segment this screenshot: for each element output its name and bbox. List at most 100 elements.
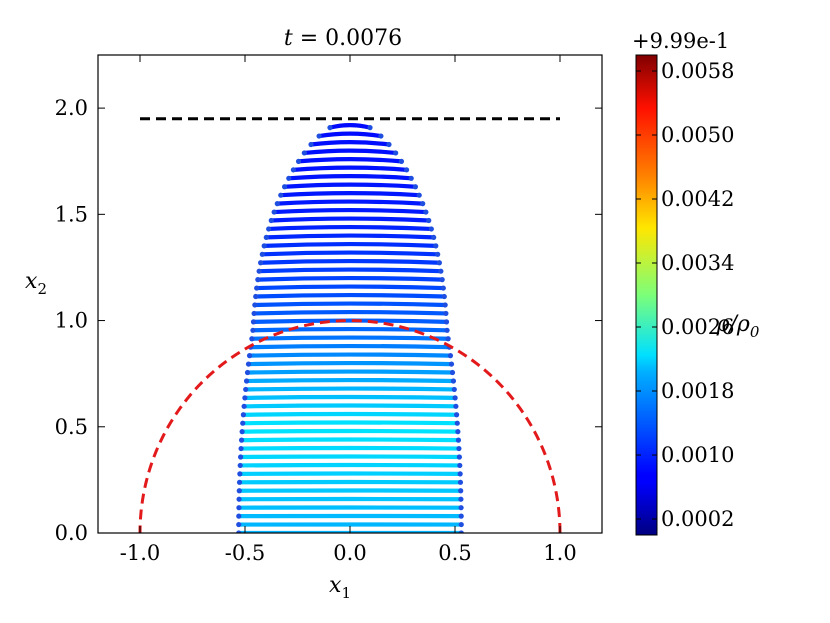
particle-row [242, 394, 458, 400]
particle-edge-point [259, 251, 265, 257]
particle-edge-point [236, 530, 242, 533]
y-axis: 0.0 0.5 1.0 1.5 2.0 [55, 96, 602, 545]
particle-edge-point [393, 150, 399, 156]
particle-edge-point [263, 234, 269, 241]
particle-row [254, 284, 446, 291]
particle-edge-point [241, 403, 247, 409]
particle-edge-point [408, 175, 414, 181]
particle-edge-point [439, 277, 445, 283]
particle-edge-point [240, 420, 246, 426]
colorbar-tick-label: 0.0010 [661, 443, 734, 467]
colorbar-gradient [636, 55, 657, 535]
particle-edge-point [256, 268, 262, 274]
colorbar-tick-label: 0.0050 [661, 123, 734, 147]
particle-edge-point [454, 420, 460, 426]
particle-edge-point [251, 310, 257, 317]
y-axis-label: x2 [25, 269, 47, 298]
particle-edge-point [246, 353, 253, 359]
particle-edge-point [252, 302, 258, 308]
particle-edge-point [452, 395, 458, 401]
particle-edge-point [453, 403, 459, 409]
particle-row [282, 182, 418, 189]
particle-row [250, 326, 450, 333]
particle-row [269, 216, 431, 223]
particle-edge-point [445, 336, 451, 342]
particle-row [251, 318, 449, 324]
particle-edge-point [245, 361, 252, 367]
particle-edge-point [455, 429, 461, 435]
particle-edge-point [236, 488, 242, 494]
particle-edge-point [274, 201, 280, 207]
particle-edge-point [440, 285, 446, 291]
colorbar-tick-label: 0.0034 [661, 251, 734, 275]
particle-edge-point [378, 133, 384, 139]
particle-edge-point [238, 445, 244, 452]
particle-edge-point [327, 125, 333, 131]
particle-row [238, 445, 462, 451]
particle-edge-point [431, 234, 437, 241]
particle-edge-point [458, 521, 464, 528]
particle-edge-point [240, 412, 246, 418]
particle-edge-point [436, 260, 442, 266]
particle-edge-point [238, 454, 244, 460]
particle-edge-point [455, 437, 462, 443]
particle-edge-point [443, 310, 449, 317]
particle-edge-point [456, 454, 462, 460]
colorbar-tick-label: 0.0058 [661, 59, 734, 83]
particle-edge-point [271, 209, 277, 215]
particle-edge-point [244, 369, 251, 376]
particle-edge-point [281, 184, 288, 190]
colorbar-frame [635, 54, 658, 536]
particle-edge-point [236, 496, 242, 502]
x-tick-label: -1.0 [120, 541, 161, 565]
particle-edge-point [278, 192, 284, 198]
particle-edge-point [458, 513, 464, 519]
reference-lines [138, 117, 562, 533]
particle-row [252, 301, 448, 308]
particle-edge-point [412, 184, 419, 190]
particle-edge-point [426, 217, 432, 224]
particle-edge-point [386, 141, 392, 148]
particle-edge-point [243, 386, 249, 393]
plot-area: -1.0 -0.5 0.0 0.5 1.0 0.0 0.5 1.0 1.5 2.0 [55, 54, 603, 565]
initial-shape-line [138, 319, 562, 533]
particle-edge-point [444, 327, 450, 333]
particle-row [272, 207, 428, 215]
particle-row [241, 411, 459, 417]
particle-edge-point [450, 378, 457, 384]
particle-edge-point [239, 429, 245, 435]
particle-row [243, 386, 457, 392]
particle-row [296, 157, 404, 164]
particle-edge-point [250, 319, 257, 325]
particle-edge-point [441, 293, 447, 300]
particle-row [291, 165, 409, 172]
particle-edge-point [458, 496, 464, 502]
particle-edge-point [236, 479, 243, 485]
particle-edge-point [249, 336, 255, 342]
particle-edge-point [266, 226, 272, 232]
particle-edge-point [261, 243, 267, 249]
particle-edge-point [237, 462, 243, 469]
particle-edge-point [242, 395, 248, 401]
particle-edge-point [438, 268, 444, 274]
particle-edge-point [458, 488, 464, 494]
particle-edge-point [316, 133, 322, 139]
particle-row [245, 369, 455, 375]
particle-edge-point [454, 412, 460, 418]
particle-edge-point [236, 513, 242, 519]
particle-edge-point [255, 277, 261, 283]
particle-row [308, 140, 392, 147]
chart-title: t = 0.0076 [284, 26, 402, 51]
particle-edge-point [443, 319, 450, 325]
particle-row [246, 360, 454, 367]
x-tick-label: 0.0 [333, 541, 366, 565]
particle-row [302, 148, 398, 156]
colorbar-ticks: 0.0002 0.0010 0.0018 0.0026 0.0034 0.0042 0.00… [636, 59, 734, 531]
particle-row [286, 173, 414, 181]
y-tick-label: 1.0 [55, 309, 88, 333]
particle-edge-point [236, 505, 242, 511]
particle-row [316, 131, 384, 139]
particle-row [244, 377, 456, 384]
particle-row [248, 343, 452, 350]
